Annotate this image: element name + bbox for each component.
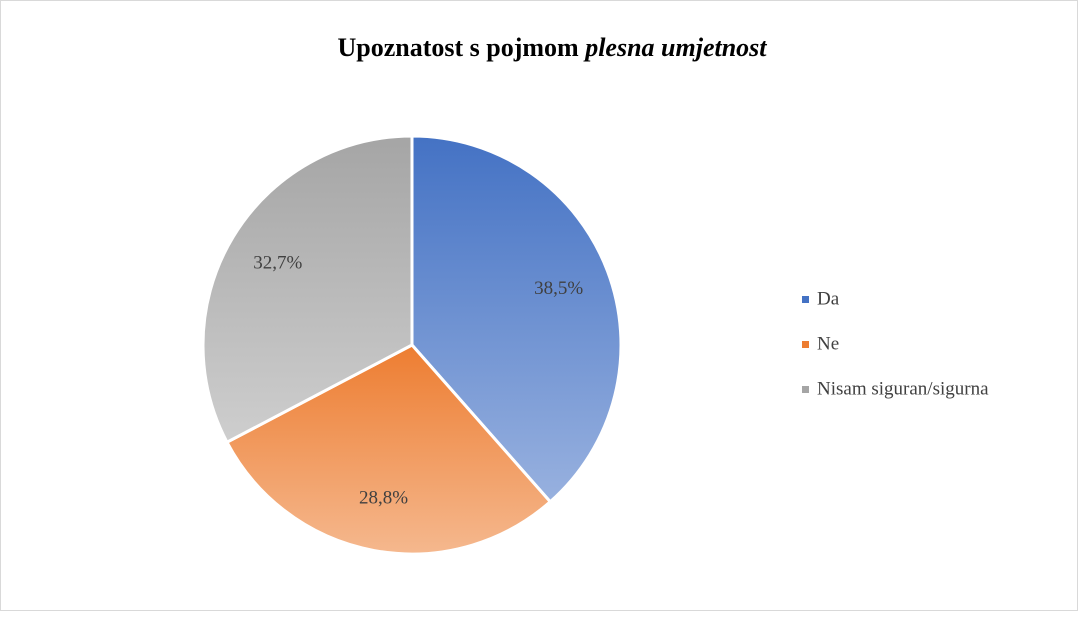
title-main: Upoznatost s pojmom [337, 33, 579, 62]
pie-slice [201, 134, 414, 445]
chart-title: Upoznatost s pojmom plesna umjetnost [337, 33, 767, 62]
legend-label: Ne [817, 333, 839, 354]
pie-slice [410, 134, 623, 504]
legend-label: Da [817, 288, 840, 309]
legend-marker [802, 296, 809, 303]
title-emphasis: plesna umjetnost [583, 33, 767, 62]
data-label: 38,5% [534, 278, 583, 299]
pie-slice [224, 343, 553, 556]
legend-marker [802, 341, 809, 348]
legend-marker [802, 386, 809, 393]
legend-label: Nisam siguran/sigurna [817, 378, 989, 399]
data-label: 28,8% [359, 488, 408, 509]
data-label: 32,7% [253, 252, 302, 273]
